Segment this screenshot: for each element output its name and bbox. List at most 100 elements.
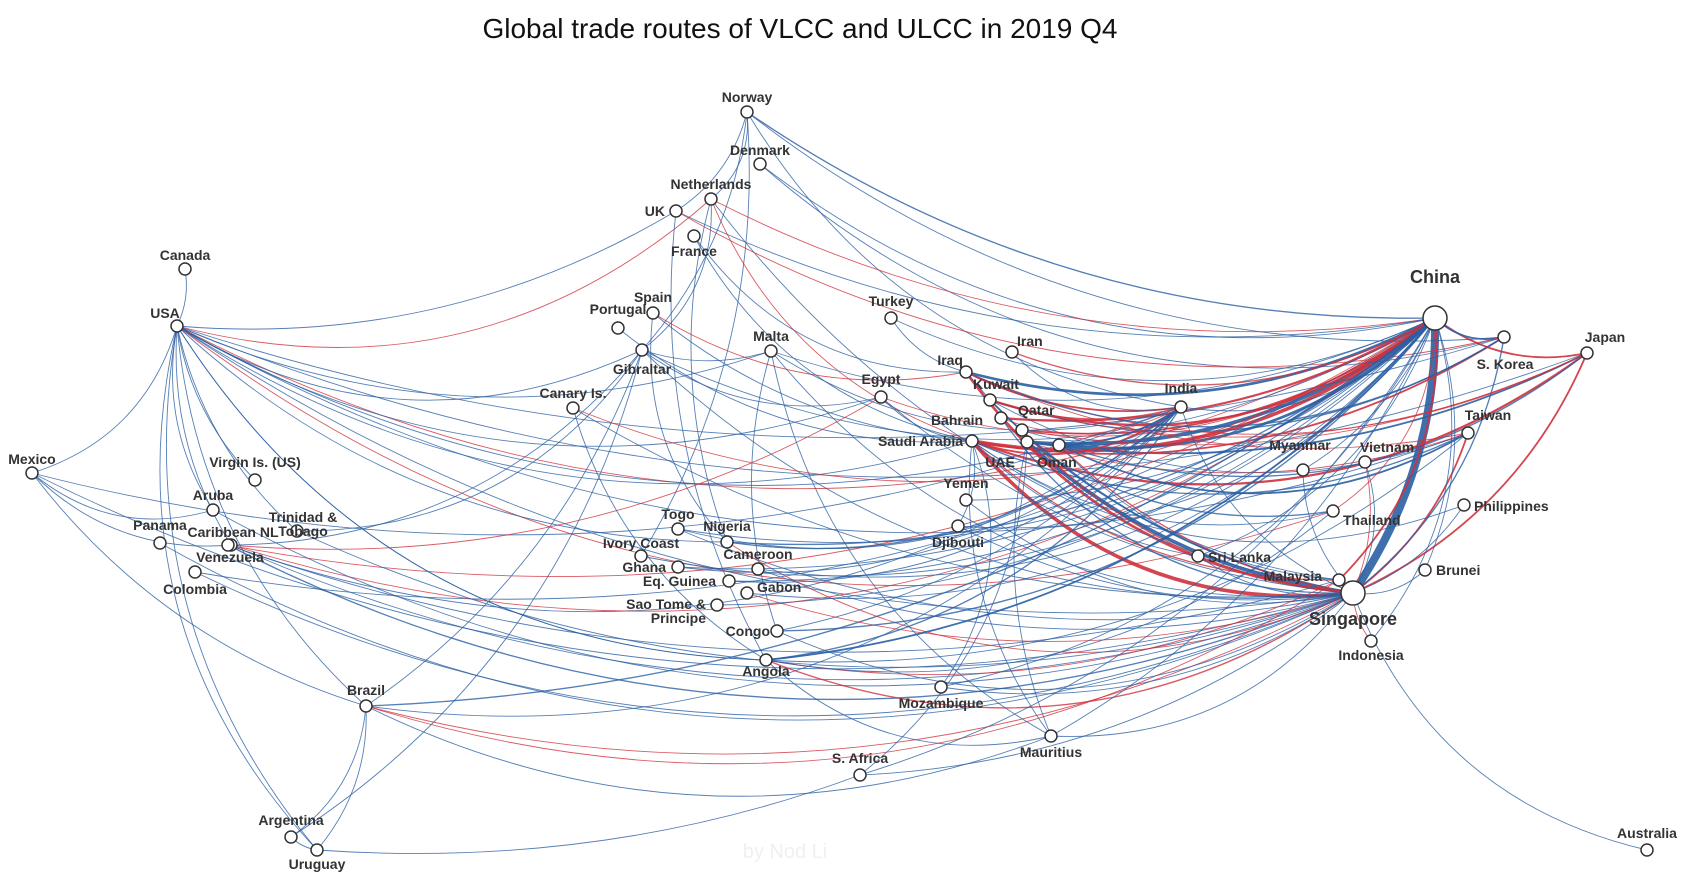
node-ivory [634, 549, 648, 563]
label-gibraltar: Gibraltar [613, 361, 672, 377]
route-singapore-australia [1352, 592, 1648, 851]
route-brazil-singapore [365, 592, 1354, 755]
route-colombia-china [194, 317, 1436, 600]
route-ghana-china [677, 317, 1436, 570]
route-srilanka-singapore [1197, 555, 1354, 596]
route-mozambique-china [940, 317, 1436, 688]
route-usa-aruba [172, 325, 214, 511]
route-venezuela-singapore [227, 544, 1354, 701]
route-ivory-norway [640, 111, 750, 557]
route-trinidad-gibraltar [296, 349, 643, 532]
route-oman-malaysia [1058, 444, 1340, 581]
route-norway-china [746, 111, 1436, 319]
label-australia: Australia [1617, 825, 1677, 841]
route-angola-china [765, 317, 1436, 661]
route-mauritius-china [1050, 317, 1436, 737]
label-panama: Panama [133, 517, 187, 533]
route-singapore-japan [1352, 352, 1588, 594]
route-france-iraq [693, 235, 967, 373]
node-mozambique [934, 680, 948, 694]
node-colombia [188, 565, 202, 579]
label-france: France [671, 243, 717, 259]
label-venezuela: Venezuela [196, 549, 264, 565]
label-taiwan: Taiwan [1465, 407, 1511, 423]
node-malaysia [1332, 573, 1346, 587]
route-nigeria-spain [650, 312, 728, 543]
route-usa-india [176, 325, 1182, 486]
node-venezuela [221, 538, 235, 552]
label-saudi: Saudi Arabia [878, 433, 963, 449]
route-brazil-argentina [290, 705, 367, 838]
label-virgin: Virgin Is. (US) [209, 454, 301, 470]
label-usa: USA [150, 305, 180, 321]
node-vietnam [1358, 455, 1372, 469]
route-turkey-china [890, 317, 1436, 381]
route-mauritius-saudi [968, 440, 1052, 737]
node-angola [759, 653, 773, 667]
route-gibraltar-china [641, 317, 1436, 441]
route-netherlands-china [710, 198, 1436, 333]
route-usa-mexico [31, 325, 178, 474]
route-norway-uk [675, 111, 748, 212]
route-vietnam-singapore [1352, 461, 1376, 594]
label-eqguinea: Eq. Guinea [643, 573, 716, 589]
route-uruguay-usa [159, 325, 318, 851]
route-uae-japan [1026, 352, 1588, 455]
route-venezuela-malaysia [227, 544, 1340, 653]
label-cameroon: Cameroon [723, 546, 792, 562]
route-brazil-mauritius [365, 705, 1052, 797]
route-usa-taiwan [176, 325, 1469, 534]
label-iran: Iran [1017, 333, 1043, 349]
route-turkey-iraq [890, 317, 967, 373]
route-djibouti-saudi [957, 440, 976, 527]
country-labels: Norway Denmark Netherlands UK France Canada US… [8, 89, 1677, 872]
node-iraq [959, 365, 973, 379]
node-qatar [1015, 423, 1029, 437]
node-thailand [1326, 504, 1340, 518]
label-norway: Norway [722, 89, 773, 105]
node-oman [1052, 438, 1066, 452]
route-angola-taiwan [765, 432, 1469, 663]
node-indonesia [1364, 634, 1378, 648]
label-mozambique: Mozambique [899, 695, 984, 711]
label-portugal: Portugal [590, 301, 647, 317]
label-uruguay: Uruguay [289, 856, 346, 872]
route-portugal-saudi [617, 327, 973, 443]
node-togo [671, 522, 685, 536]
label-ivory: Ivory Coast [603, 535, 680, 551]
route-gabon-singapore [746, 592, 1354, 642]
route-netherlands-saudi [710, 198, 973, 442]
route-thailand-china [1332, 317, 1436, 512]
route-kuwait-taiwan [989, 399, 1469, 474]
route-srilanka-china [1197, 317, 1436, 557]
node-trinidad [290, 524, 304, 538]
route-mauritius-malta [770, 350, 1052, 737]
node-philippines [1457, 498, 1471, 512]
route-usa-netherlands [176, 198, 712, 348]
label-netherlands: Netherlands [671, 176, 752, 192]
label-singapore: Singapore [1309, 609, 1397, 629]
label-togo: Togo [661, 506, 694, 522]
route-norway-india [746, 111, 1182, 408]
label-djibouti: Djibouti [932, 534, 984, 550]
route-nigeria-usa [176, 325, 728, 543]
route-mexico-caribbean [31, 472, 232, 547]
label-yemen: Yemen [943, 475, 988, 491]
label-colombia: Colombia [163, 581, 227, 597]
label-spain: Spain [634, 289, 672, 305]
label-bahrain: Bahrain [931, 412, 983, 428]
route-netherlands-gibraltar [641, 198, 712, 351]
route-qatar-singapore [1021, 429, 1354, 594]
node-norway [740, 105, 754, 119]
route-nigeria-netherlands [690, 198, 728, 543]
label-argentina: Argentina [258, 812, 324, 828]
route-denmark-china [759, 163, 1436, 339]
route-aruba-singapore [212, 509, 1354, 687]
route-oman-japan [1058, 352, 1588, 478]
route-congo-singapore [776, 592, 1354, 690]
node-djibouti [951, 519, 965, 533]
route-edges [31, 111, 1648, 854]
route-malta-singapore [770, 350, 1354, 598]
node-taiwan [1461, 426, 1475, 440]
label-saotome: Sao Tome & Principe [626, 596, 706, 626]
